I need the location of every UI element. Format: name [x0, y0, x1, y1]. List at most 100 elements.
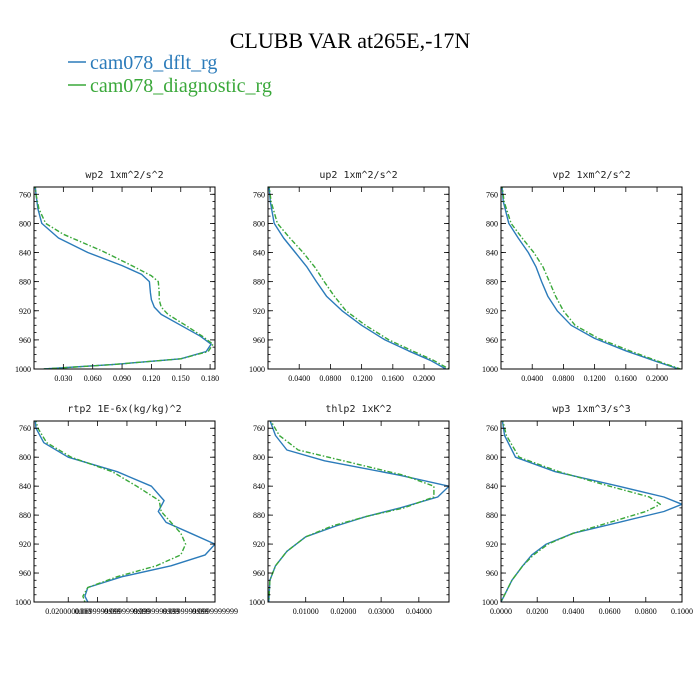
- y-tick-label: 880: [19, 278, 31, 287]
- plot-frame: [267, 420, 450, 603]
- plot-frame: [500, 420, 683, 603]
- x-tick-label: 0.150: [172, 374, 190, 383]
- y-tick-label: 960: [486, 569, 498, 578]
- series-line-diagnostic: [501, 421, 661, 602]
- legend: cam078_dflt_rg cam078_diagnostic_rg: [68, 52, 272, 97]
- y-tick-label: 920: [19, 540, 31, 549]
- y-tick-label: 880: [19, 511, 31, 520]
- x-tick-label: 0.0999999999: [133, 607, 179, 616]
- y-tick-label: 880: [486, 511, 498, 520]
- series-line-diagnostic: [34, 187, 214, 369]
- x-tick-label: 0.0800: [635, 607, 657, 616]
- y-tick-label: 920: [486, 307, 498, 316]
- y-tick-label: 1000: [249, 598, 265, 607]
- x-tick-label: 0.0000: [490, 607, 512, 616]
- y-tick-label: 840: [486, 482, 498, 491]
- x-tick-label: 0.1200: [584, 374, 606, 383]
- y-tick-label: 800: [253, 453, 265, 462]
- y-tick-label: 760: [19, 424, 31, 433]
- x-tick-label: 0.060: [84, 374, 102, 383]
- y-tick-label: 960: [19, 569, 31, 578]
- x-tick-label: 0.180: [201, 374, 219, 383]
- x-tick-label: 0.1600: [615, 374, 637, 383]
- x-tick-label: 0.0800: [319, 374, 341, 383]
- series-line-dflt: [268, 421, 449, 602]
- panel-2: up2 1xm^2/s^2 760 800 840 880 920 960 1000 0.040…: [249, 170, 450, 383]
- panel-title: wp3 1xm^3/s^3: [552, 404, 630, 415]
- x-tick-label: 0.1600: [382, 374, 404, 383]
- y-tick-label: 1000: [482, 365, 498, 374]
- y-tick-label: 1000: [249, 365, 265, 374]
- x-tick-label: 0.04000: [406, 607, 432, 616]
- y-tick-label: 840: [19, 482, 31, 491]
- series-line-diagnostic: [35, 421, 187, 602]
- y-tick-label: 840: [253, 249, 265, 258]
- y-tick-label: 760: [253, 424, 265, 433]
- y-tick-label: 760: [19, 190, 31, 199]
- x-tick-label: 0.0999999999: [104, 607, 150, 616]
- y-tick-label: 1000: [15, 598, 31, 607]
- series-line-diagnostic: [268, 187, 449, 369]
- figure-title: CLUBB VAR at265E,-17N: [230, 28, 471, 53]
- y-tick-label: 920: [253, 307, 265, 316]
- y-tick-label: 840: [253, 482, 265, 491]
- panel-title: vp2 1xm^2/s^2: [552, 170, 630, 181]
- plot-frame: [33, 186, 216, 370]
- panel-6: wp3 1xm^3/s^3 760 800 840 880 920 960 10000.000…: [482, 404, 693, 616]
- panel-title: rtp2 1E-6x(kg/kg)^2: [67, 404, 181, 415]
- plot-frame: [33, 420, 216, 603]
- plot-frame: [267, 186, 450, 370]
- series-line-dflt: [268, 187, 447, 369]
- y-tick-label: 960: [486, 336, 498, 345]
- y-tick-label: 960: [253, 336, 265, 345]
- y-tick-label: 800: [486, 219, 498, 228]
- x-tick-label: 0.0999999999: [163, 607, 209, 616]
- panel-title: thlp2 1xK^2: [325, 404, 391, 415]
- panel-title: up2 1xm^2/s^2: [319, 170, 397, 181]
- x-tick-label: 0.0400: [521, 374, 543, 383]
- x-tick-label: 0.120: [142, 374, 160, 383]
- x-tick-label: 0.090: [113, 374, 131, 383]
- y-tick-label: 880: [253, 511, 265, 520]
- panel-title: wp2 1xm^2/s^2: [85, 170, 163, 181]
- y-tick-label: 800: [486, 453, 498, 462]
- series-line-dflt: [501, 421, 682, 602]
- y-tick-label: 1000: [482, 598, 498, 607]
- x-tick-label: 0.0200000000: [45, 607, 91, 616]
- x-tick-label: 0.2000: [646, 374, 668, 383]
- legend-label-diagnostic: cam078_diagnostic_rg: [90, 75, 272, 97]
- y-tick-label: 800: [253, 219, 265, 228]
- y-tick-label: 960: [19, 336, 31, 345]
- x-tick-label: 0.0600: [599, 607, 621, 616]
- y-tick-label: 760: [486, 190, 498, 199]
- y-tick-label: 960: [253, 569, 265, 578]
- y-tick-label: 920: [19, 307, 31, 316]
- series-line-diagnostic: [501, 187, 681, 369]
- panel-5: thlp2 1xK^2 760 800 840 880 920 960 1000 0.01000…: [249, 404, 450, 616]
- series-line-dflt: [34, 421, 215, 602]
- x-tick-label: 0.0999999999: [192, 607, 238, 616]
- y-tick-label: 800: [19, 453, 31, 462]
- x-tick-label: 0.2000: [413, 374, 435, 383]
- y-tick-label: 880: [486, 278, 498, 287]
- x-tick-label: 0.030: [54, 374, 72, 383]
- series-line-dflt: [501, 187, 680, 369]
- series-line-dflt: [34, 187, 212, 369]
- x-tick-label: 0.0800: [552, 374, 574, 383]
- x-tick-label: 0.1200: [351, 374, 373, 383]
- x-tick-label: 0.01000: [293, 607, 319, 616]
- x-tick-label: 0.0200: [526, 607, 548, 616]
- y-tick-label: 760: [253, 190, 265, 199]
- panel-1: wp2 1xm^2/s^2 760 800 840 880 920 960 1000 0.030…: [15, 170, 219, 383]
- panel-4: rtp2 1E-6x(kg/kg)^2 760 800 840 880 920 960 100…: [15, 404, 238, 616]
- y-tick-label: 1000: [15, 365, 31, 374]
- y-tick-label: 840: [486, 249, 498, 258]
- y-tick-label: 920: [486, 540, 498, 549]
- y-tick-label: 760: [486, 424, 498, 433]
- panel-3: vp2 1xm^2/s^2 760 800 840 880 920 960 1000 0.040…: [482, 170, 683, 383]
- y-tick-label: 880: [253, 278, 265, 287]
- y-tick-label: 840: [19, 249, 31, 258]
- x-tick-label: 0.02000: [330, 607, 356, 616]
